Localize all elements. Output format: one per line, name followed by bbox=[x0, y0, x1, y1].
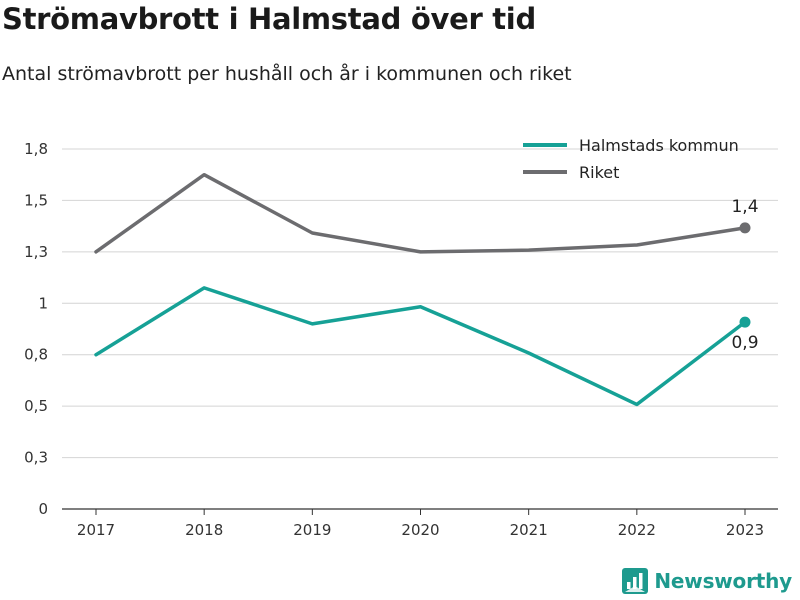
x-tick-label: 2017 bbox=[77, 521, 115, 539]
data-point bbox=[739, 222, 751, 234]
legend-label: Halmstads kommun bbox=[579, 136, 739, 155]
x-tick-label: 2021 bbox=[510, 521, 548, 539]
series-line-riket bbox=[94, 172, 747, 254]
gridlines bbox=[62, 148, 778, 510]
y-axis-ticks: 0 0,3 0,5 0,8 1 1,3 1,5 1,8 bbox=[24, 140, 48, 518]
legend-label: Riket bbox=[579, 163, 619, 182]
legend: Halmstads kommun Riket bbox=[523, 136, 739, 182]
x-axis-ticks: 2017 2018 2019 2020 2021 2022 2023 bbox=[77, 509, 764, 539]
x-tick-label: 2022 bbox=[618, 521, 656, 539]
line-chart: 0 0,3 0,5 0,8 1 1,3 1,5 1,8 2017 2018 2019 2020 202… bbox=[24, 136, 778, 539]
newsworthy-brand: Newsworthy bbox=[622, 568, 792, 594]
y-tick-label: 1,5 bbox=[24, 191, 48, 209]
chart-title: Strömavbrott i Halmstad över tid bbox=[2, 2, 536, 36]
series-line-kommun bbox=[94, 286, 747, 407]
x-tick-label: 2019 bbox=[293, 521, 331, 539]
series-lines: 0,9 1,4 bbox=[94, 172, 759, 407]
end-value-label: 1,4 bbox=[731, 197, 758, 217]
y-tick-label: 1 bbox=[38, 294, 48, 312]
x-tick-label: 2018 bbox=[185, 521, 223, 539]
brand-name: Newsworthy bbox=[654, 569, 792, 593]
y-tick-label: 0,5 bbox=[24, 397, 48, 415]
y-tick-label: 0 bbox=[38, 500, 48, 518]
data-point bbox=[739, 316, 751, 328]
x-tick-label: 2023 bbox=[726, 521, 764, 539]
newsworthy-logo-icon bbox=[622, 568, 649, 594]
x-tick-label: 2020 bbox=[401, 521, 439, 539]
end-value-label: 0,9 bbox=[731, 333, 758, 353]
chart-subtitle: Antal strömavbrott per hushåll och år i … bbox=[2, 63, 572, 85]
y-tick-label: 0,8 bbox=[24, 346, 48, 364]
y-tick-label: 0,3 bbox=[24, 449, 48, 467]
y-tick-label: 1,8 bbox=[24, 140, 48, 158]
y-tick-label: 1,3 bbox=[24, 243, 48, 261]
